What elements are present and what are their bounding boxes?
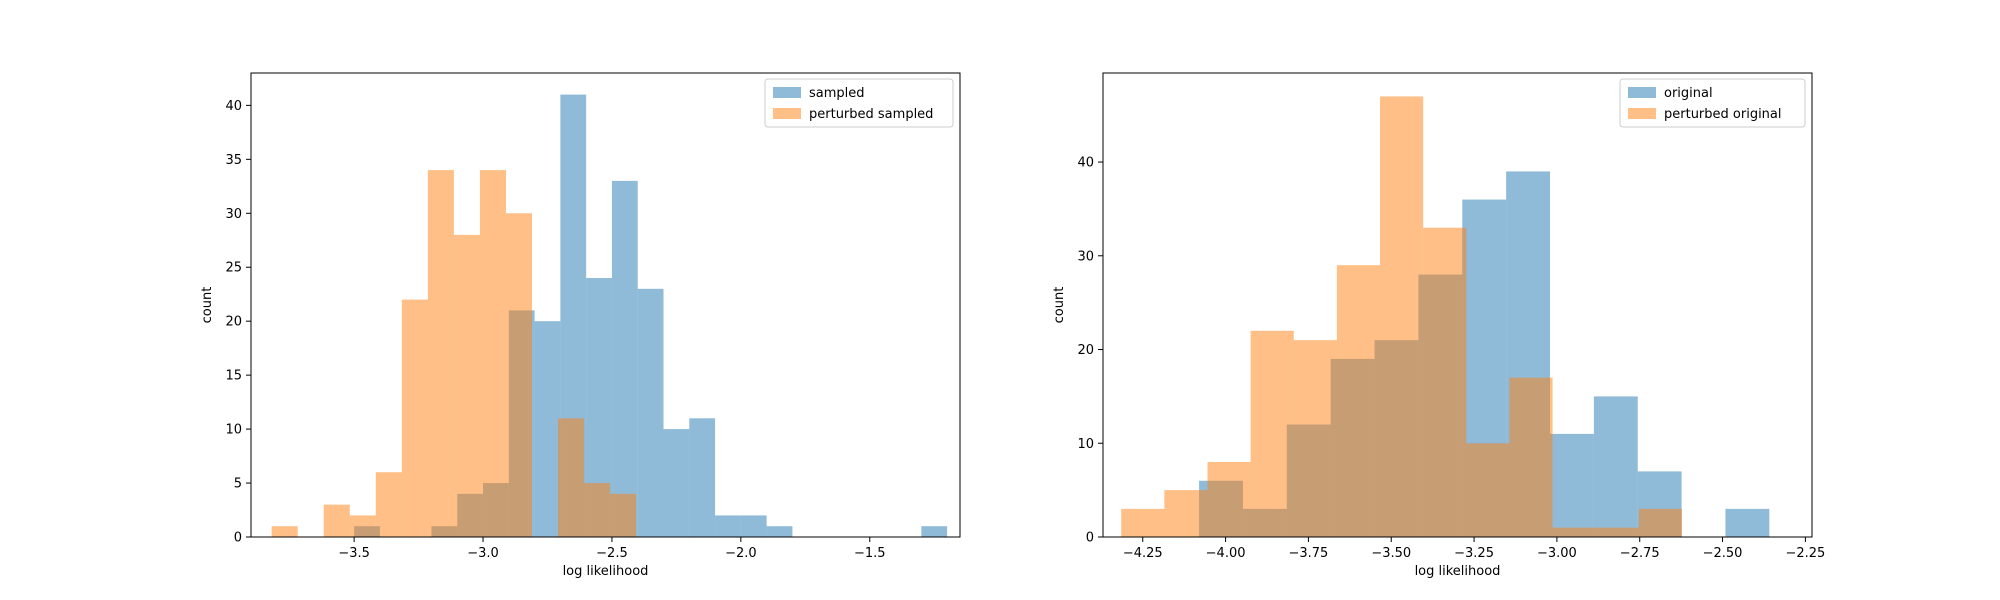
x-tick-label: −3.75 bbox=[1288, 546, 1328, 561]
y-tick-label: 5 bbox=[234, 477, 242, 492]
legend-box bbox=[1619, 78, 1806, 128]
hist-bar bbox=[1466, 443, 1510, 537]
hist-bar bbox=[1380, 96, 1424, 538]
y-axis-label: count bbox=[200, 287, 215, 324]
legend-entry-label: sampled bbox=[809, 86, 865, 101]
y-tick-label: 15 bbox=[225, 369, 242, 384]
y-tick-label: 30 bbox=[1077, 249, 1094, 264]
legend-swatch bbox=[1628, 87, 1656, 98]
y-tick-label: 10 bbox=[225, 423, 242, 438]
legend-entry-label: perturbed sampled bbox=[809, 107, 933, 122]
hist-bar bbox=[1164, 490, 1208, 537]
hist-bar bbox=[1509, 377, 1553, 537]
y-tick-label: 40 bbox=[1077, 156, 1094, 171]
hist-bar bbox=[479, 170, 506, 537]
legend-swatch bbox=[773, 87, 801, 98]
hist-bar bbox=[1293, 340, 1337, 537]
hist-bar bbox=[1593, 396, 1638, 537]
hist-bar bbox=[1423, 227, 1467, 537]
y-tick-label: 25 bbox=[225, 261, 242, 276]
axes-frame bbox=[250, 72, 961, 538]
y-tick-label: 10 bbox=[1077, 437, 1094, 452]
y-tick-label: 40 bbox=[225, 99, 242, 114]
hist-bar bbox=[740, 515, 767, 537]
x-tick-label: −3.25 bbox=[1454, 546, 1494, 561]
y-axis-label: count bbox=[1052, 287, 1067, 324]
x-tick-label: −3.0 bbox=[467, 546, 499, 561]
hist-bar bbox=[611, 180, 638, 537]
legend: original perturbed original bbox=[1619, 78, 1806, 128]
x-tick-label: −3.5 bbox=[338, 546, 370, 561]
hist-bar bbox=[401, 299, 428, 537]
legend-swatch bbox=[1628, 108, 1656, 119]
hist-bar bbox=[1550, 433, 1594, 537]
hist-bar bbox=[1638, 508, 1682, 537]
hist-bar bbox=[349, 515, 376, 537]
y-tick-label: 0 bbox=[234, 531, 242, 546]
y-tick-label: 35 bbox=[225, 153, 242, 168]
hist-bar bbox=[453, 234, 480, 537]
x-tick-label: −2.5 bbox=[596, 546, 628, 561]
legend-swatch bbox=[773, 108, 801, 119]
legend-entry-label: original bbox=[1664, 86, 1713, 101]
hist-bar bbox=[766, 526, 793, 537]
left-histogram-panel: −3.5 −3.0 −2.5 −2.0 −1.5 0 5 10 15 20 25 30 35 40 log … bbox=[200, 72, 961, 579]
legend-box bbox=[764, 78, 954, 128]
hist-bar bbox=[689, 418, 716, 537]
x-axis-label: log likelihood bbox=[563, 564, 649, 579]
hist-bar bbox=[715, 515, 741, 537]
x-tick-label: −3.50 bbox=[1371, 546, 1411, 561]
x-tick-label: −2.75 bbox=[1620, 546, 1660, 561]
hist-bar bbox=[558, 418, 585, 537]
hist-bar bbox=[1336, 265, 1381, 537]
series-perturbed-sampled bbox=[271, 170, 637, 538]
x-tick-label: −3.00 bbox=[1537, 546, 1577, 561]
hist-bar bbox=[921, 526, 948, 537]
x-tick-label: −2.0 bbox=[725, 546, 757, 561]
hist-bar bbox=[610, 493, 637, 537]
hist-bar bbox=[534, 321, 561, 537]
hist-bar bbox=[427, 170, 454, 537]
hist-bar bbox=[637, 288, 664, 537]
y-tick-label: 20 bbox=[225, 315, 242, 330]
y-tick-label: 20 bbox=[1077, 343, 1094, 358]
hist-bar bbox=[375, 472, 402, 537]
x-tick-label: −4.25 bbox=[1123, 546, 1163, 561]
legend-entry-label: perturbed original bbox=[1664, 107, 1782, 122]
hist-bar bbox=[271, 526, 298, 537]
hist-bar bbox=[1595, 527, 1639, 537]
y-tick-label: 0 bbox=[1086, 531, 1094, 546]
x-tick-label: −1.5 bbox=[854, 546, 886, 561]
hist-bar bbox=[505, 213, 533, 538]
hist-bar bbox=[323, 504, 350, 537]
hist-bar bbox=[1552, 527, 1596, 537]
hist-bar bbox=[663, 429, 690, 537]
x-tick-label: −2.50 bbox=[1703, 546, 1743, 561]
hist-bar bbox=[1207, 462, 1251, 537]
x-tick-label: −2.25 bbox=[1785, 546, 1825, 561]
hist-bar bbox=[584, 483, 611, 537]
hist-bar bbox=[1250, 330, 1294, 537]
x-axis-label: log likelihood bbox=[1415, 564, 1501, 579]
x-tick-label: −4.00 bbox=[1206, 546, 1246, 561]
hist-bar bbox=[1121, 508, 1165, 537]
legend: sampled perturbed sampled bbox=[764, 78, 954, 128]
hist-bar bbox=[1725, 508, 1770, 537]
axes-frame bbox=[1102, 72, 1813, 538]
right-histogram-panel: −4.25 −4.00 −3.75 −3.50 −3.25 −3.00 −2.75 −2.50… bbox=[1052, 72, 1825, 579]
series-perturbed-original bbox=[1121, 96, 1682, 538]
y-tick-label: 30 bbox=[225, 207, 242, 222]
